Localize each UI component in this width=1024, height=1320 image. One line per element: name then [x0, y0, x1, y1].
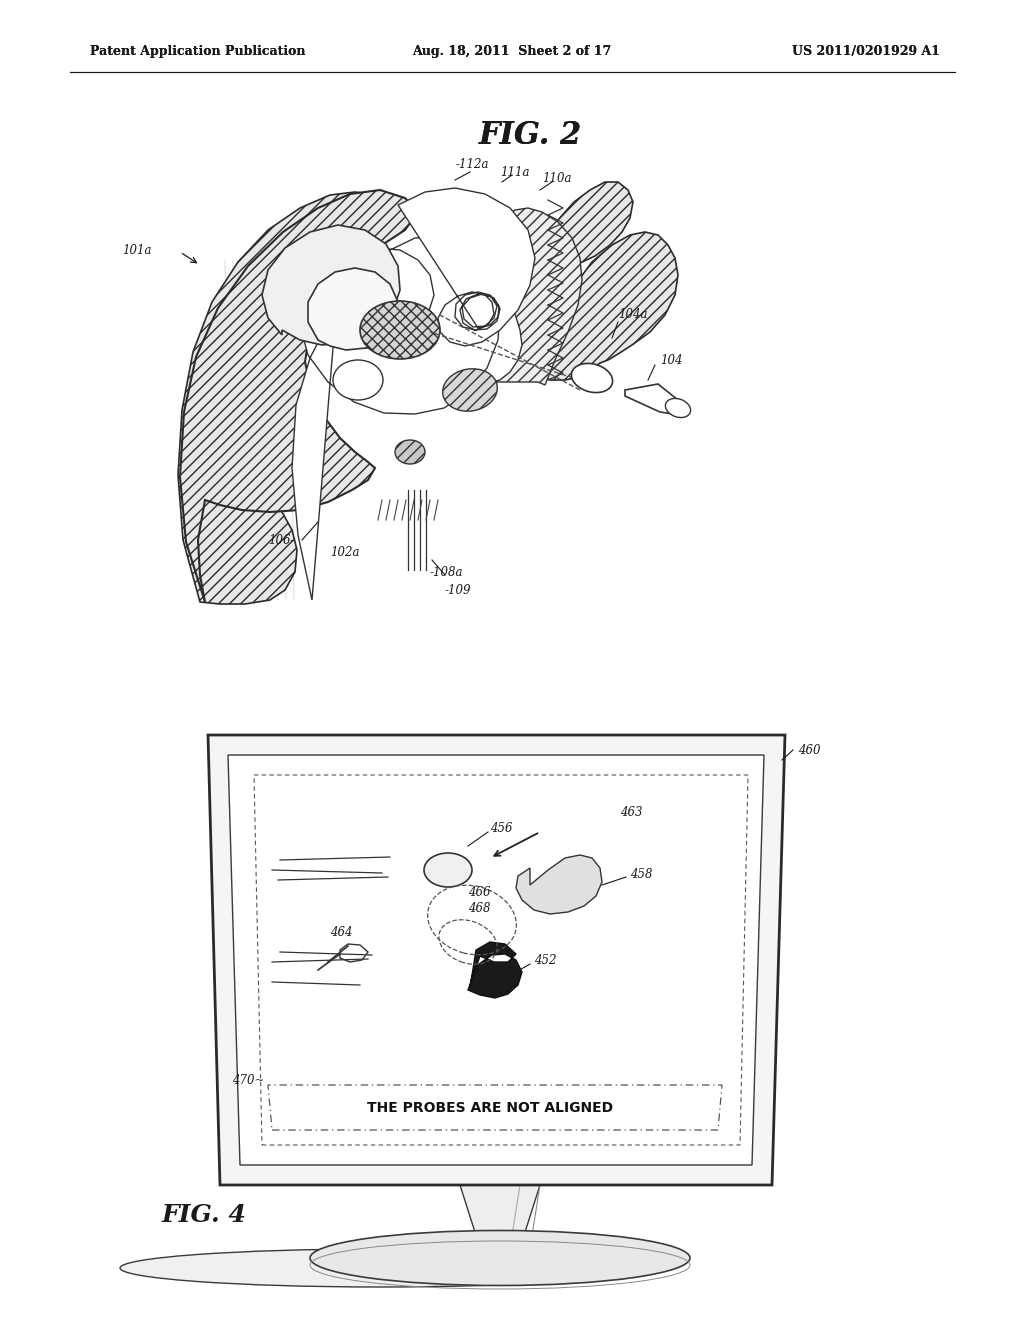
Text: 463: 463 [620, 805, 642, 818]
Polygon shape [490, 209, 582, 385]
Polygon shape [180, 190, 418, 602]
Ellipse shape [666, 399, 690, 417]
Text: 458: 458 [630, 869, 652, 882]
Text: Patent Application Publication: Patent Application Publication [90, 45, 305, 58]
Text: FIG. 2: FIG. 2 [478, 120, 582, 150]
Ellipse shape [442, 368, 498, 412]
Text: 460: 460 [798, 743, 820, 756]
Text: -109: -109 [445, 583, 471, 597]
Text: 452: 452 [534, 953, 556, 966]
Ellipse shape [333, 360, 383, 400]
Ellipse shape [424, 853, 472, 887]
Polygon shape [540, 232, 678, 380]
Text: US 2011/0201929 A1: US 2011/0201929 A1 [792, 45, 940, 58]
Text: 102a: 102a [330, 545, 359, 558]
Text: 106-: 106- [268, 533, 295, 546]
Polygon shape [468, 942, 522, 998]
Polygon shape [340, 944, 368, 962]
Polygon shape [530, 182, 633, 300]
Text: 110a: 110a [542, 172, 571, 185]
Ellipse shape [395, 440, 425, 465]
Text: US 2011/0201929 A1: US 2011/0201929 A1 [792, 45, 940, 58]
Text: 101a: 101a [123, 243, 152, 256]
Polygon shape [398, 187, 535, 346]
Text: Aug. 18, 2011  Sheet 2 of 17: Aug. 18, 2011 Sheet 2 of 17 [413, 45, 611, 58]
Text: -112a: -112a [456, 158, 489, 172]
Polygon shape [625, 384, 680, 414]
Text: Patent Application Publication: Patent Application Publication [90, 45, 305, 58]
Polygon shape [460, 1185, 540, 1247]
Polygon shape [268, 1085, 722, 1130]
Text: 468: 468 [468, 902, 490, 915]
Text: 111a: 111a [500, 165, 529, 178]
Text: 104: 104 [660, 354, 683, 367]
Text: 470~: 470~ [232, 1073, 264, 1086]
Polygon shape [262, 224, 400, 345]
Text: Aug. 18, 2011  Sheet 2 of 17: Aug. 18, 2011 Sheet 2 of 17 [413, 45, 611, 58]
Text: 466: 466 [468, 886, 490, 899]
Polygon shape [516, 855, 602, 913]
Text: 104a: 104a [618, 309, 647, 322]
Polygon shape [208, 735, 785, 1185]
Text: -108a: -108a [430, 565, 464, 578]
Text: 456: 456 [490, 821, 512, 834]
Text: FIG. 4: FIG. 4 [162, 1203, 247, 1228]
Text: 464: 464 [330, 925, 352, 939]
Polygon shape [292, 236, 500, 601]
Ellipse shape [571, 363, 612, 392]
Polygon shape [178, 191, 395, 605]
Ellipse shape [120, 1249, 640, 1287]
Ellipse shape [360, 301, 440, 359]
Text: THE PROBES ARE NOT ALIGNED: THE PROBES ARE NOT ALIGNED [367, 1101, 613, 1115]
Polygon shape [308, 268, 398, 350]
Polygon shape [228, 755, 764, 1166]
Ellipse shape [310, 1230, 690, 1286]
Text: FIG. 2: FIG. 2 [478, 120, 582, 150]
